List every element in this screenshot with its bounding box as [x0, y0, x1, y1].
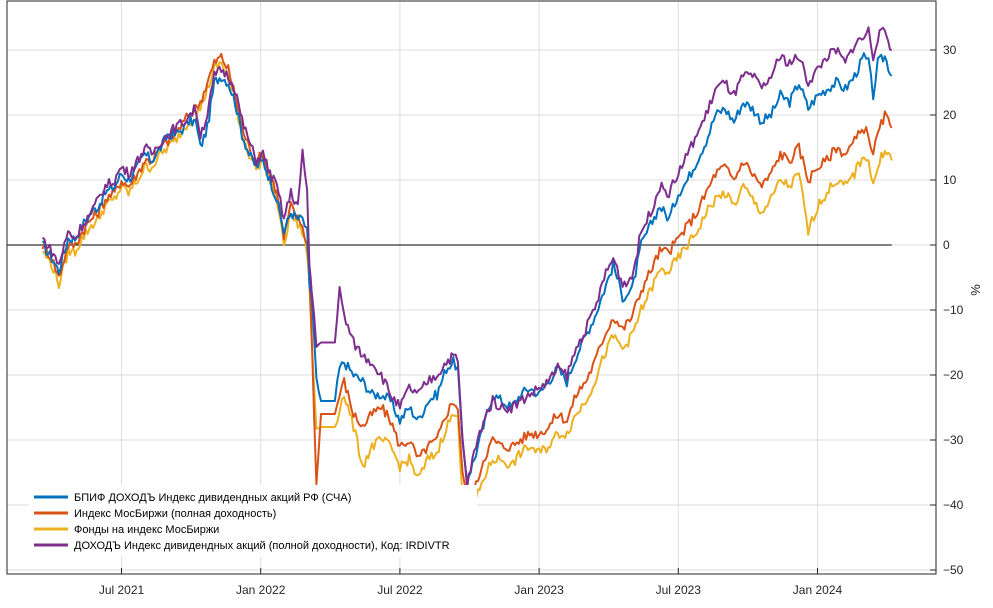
x-tick-label: Jan 2022 — [236, 583, 286, 597]
y-tick-label: 10 — [943, 173, 957, 187]
series-line — [41, 52, 893, 509]
legend-label: БПИФ ДОХОДЪ Индекс дивидендных акций РФ … — [74, 492, 351, 504]
legend: БПИФ ДОХОДЪ Индекс дивидендных акций РФ … — [29, 485, 477, 557]
x-axis: Jul 2021 Jan 2022 Jul 2022 Jan 2023 Jul 2023… — [99, 568, 843, 597]
y-tick-label: −50 — [943, 563, 964, 577]
y-tick-label: −30 — [943, 433, 964, 447]
plot-area — [7, 1, 936, 574]
x-tick-label: Jan 2024 — [793, 583, 843, 597]
legend-label: ДОХОДЪ Индекс дивидендных акций (полной … — [74, 540, 450, 552]
series-line — [41, 26, 892, 490]
y-tick-label: −20 — [943, 368, 964, 382]
legend-label: Фонды на индекс МосБиржи — [74, 524, 219, 536]
y-tick-label: 0 — [943, 238, 950, 252]
plot-frame — [6, 0, 937, 575]
legend-box — [29, 485, 477, 557]
legend-label: Индекс МосБиржи (полная доходность) — [74, 508, 276, 520]
y-axis: −50 −40 −30 −20 −10 0 10 20 30 — [930, 43, 964, 577]
y-tick-label: −10 — [943, 303, 964, 317]
x-tick-label: Jul 2021 — [99, 583, 145, 597]
y-tick-label: 30 — [943, 43, 957, 57]
x-tick-label: Jul 2023 — [656, 583, 702, 597]
x-tick-label: Jan 2023 — [514, 583, 564, 597]
y-tick-label: −40 — [943, 498, 964, 512]
y-axis-label: % — [968, 284, 983, 296]
x-tick-label: Jul 2022 — [377, 583, 423, 597]
y-tick-label: 20 — [943, 108, 957, 122]
